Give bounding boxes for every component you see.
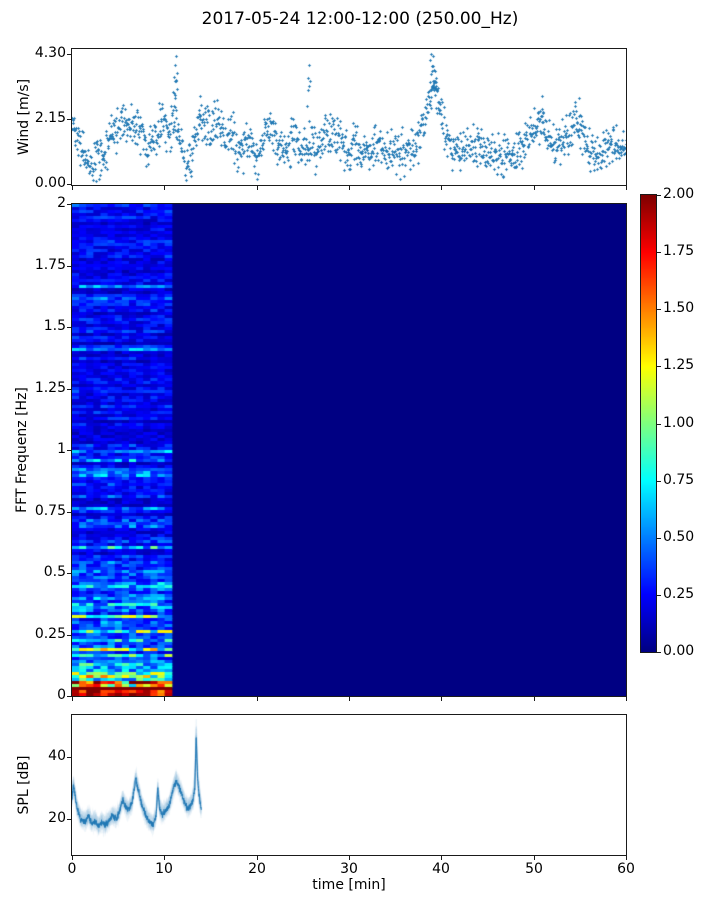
tick-mark	[67, 204, 71, 205]
y-tick-label: 1	[57, 441, 66, 457]
tick-mark	[67, 389, 71, 390]
tick-mark	[441, 697, 442, 701]
tick-mark	[257, 697, 258, 701]
time-x-axis-label: time [min]	[312, 877, 386, 893]
tick-mark	[534, 856, 535, 860]
tick-mark	[657, 538, 661, 539]
tick-mark	[257, 186, 258, 190]
y-tick-label: 40	[48, 748, 66, 764]
tick-mark	[67, 512, 71, 513]
y-tick-label: 4.30	[34, 45, 66, 61]
colorbar-tick-label: 0.25	[663, 586, 695, 602]
tick-mark	[657, 195, 661, 196]
tick-mark	[67, 266, 71, 267]
spl-plot-area	[71, 714, 627, 856]
x-tick-label: 10	[155, 861, 173, 877]
tick-mark	[349, 697, 350, 701]
tick-mark	[657, 652, 661, 653]
tick-mark	[657, 309, 661, 310]
tick-mark	[626, 856, 627, 860]
y-tick-label: 0.75	[34, 503, 66, 519]
tick-mark	[349, 856, 350, 860]
colorbar-tick-label: 0.50	[663, 529, 695, 545]
tick-mark	[441, 856, 442, 860]
x-tick-label: 40	[432, 861, 450, 877]
colorbar	[640, 194, 657, 653]
colorbar-canvas	[641, 195, 656, 652]
y-tick-label: 0.5	[43, 564, 66, 580]
tick-mark	[67, 573, 71, 574]
tick-mark	[657, 366, 661, 367]
figure-title: 2017-05-24 12:00-12:00 (250.00_Hz)	[201, 9, 519, 29]
spectrogram-plot-area	[71, 203, 627, 697]
spl-line-canvas	[72, 715, 626, 855]
x-tick-label: 30	[340, 861, 358, 877]
tick-mark	[657, 424, 661, 425]
x-tick-label: 50	[525, 861, 543, 877]
y-tick-label: 1.5	[43, 318, 66, 334]
y-tick-label: 0.25	[34, 626, 66, 642]
tick-mark	[164, 697, 165, 701]
colorbar-tick-label: 1.50	[663, 300, 695, 316]
wind-scatter-canvas	[72, 49, 626, 185]
y-tick-label: 2.15	[34, 110, 66, 126]
y-tick-label: 0.00	[34, 175, 66, 191]
x-tick-label: 60	[617, 861, 635, 877]
y-tick-label: 20	[48, 810, 66, 826]
tick-mark	[67, 819, 71, 820]
tick-mark	[657, 595, 661, 596]
colorbar-tick-label: 1.75	[663, 243, 695, 259]
y-tick-label: 2	[57, 195, 66, 211]
wind-plot-area	[71, 48, 627, 186]
tick-mark	[257, 856, 258, 860]
colorbar-tick-label: 1.25	[663, 357, 695, 373]
tick-mark	[67, 450, 71, 451]
y-tick-label: 1.25	[34, 380, 66, 396]
tick-mark	[67, 119, 71, 120]
y-tick-label: 1.75	[34, 257, 66, 273]
y-tick-label: 0	[57, 687, 66, 703]
tick-mark	[441, 186, 442, 190]
tick-mark	[72, 186, 73, 190]
tick-mark	[67, 54, 71, 55]
tick-mark	[626, 186, 627, 190]
tick-mark	[626, 697, 627, 701]
tick-mark	[164, 186, 165, 190]
tick-mark	[67, 757, 71, 758]
x-tick-label: 0	[67, 861, 77, 877]
tick-mark	[657, 252, 661, 253]
tick-mark	[72, 856, 73, 860]
colorbar-tick-label: 1.00	[663, 415, 695, 431]
tick-mark	[534, 186, 535, 190]
tick-mark	[72, 697, 73, 701]
tick-mark	[67, 696, 71, 697]
tick-mark	[67, 635, 71, 636]
spectrogram-canvas	[72, 204, 626, 696]
colorbar-tick-label: 0.75	[663, 472, 695, 488]
tick-mark	[349, 186, 350, 190]
tick-mark	[534, 697, 535, 701]
tick-mark	[164, 856, 165, 860]
tick-mark	[657, 481, 661, 482]
tick-mark	[67, 184, 71, 185]
tick-mark	[67, 327, 71, 328]
colorbar-tick-label: 0.00	[663, 643, 695, 659]
x-tick-label: 20	[248, 861, 266, 877]
colorbar-tick-label: 2.00	[663, 186, 695, 202]
